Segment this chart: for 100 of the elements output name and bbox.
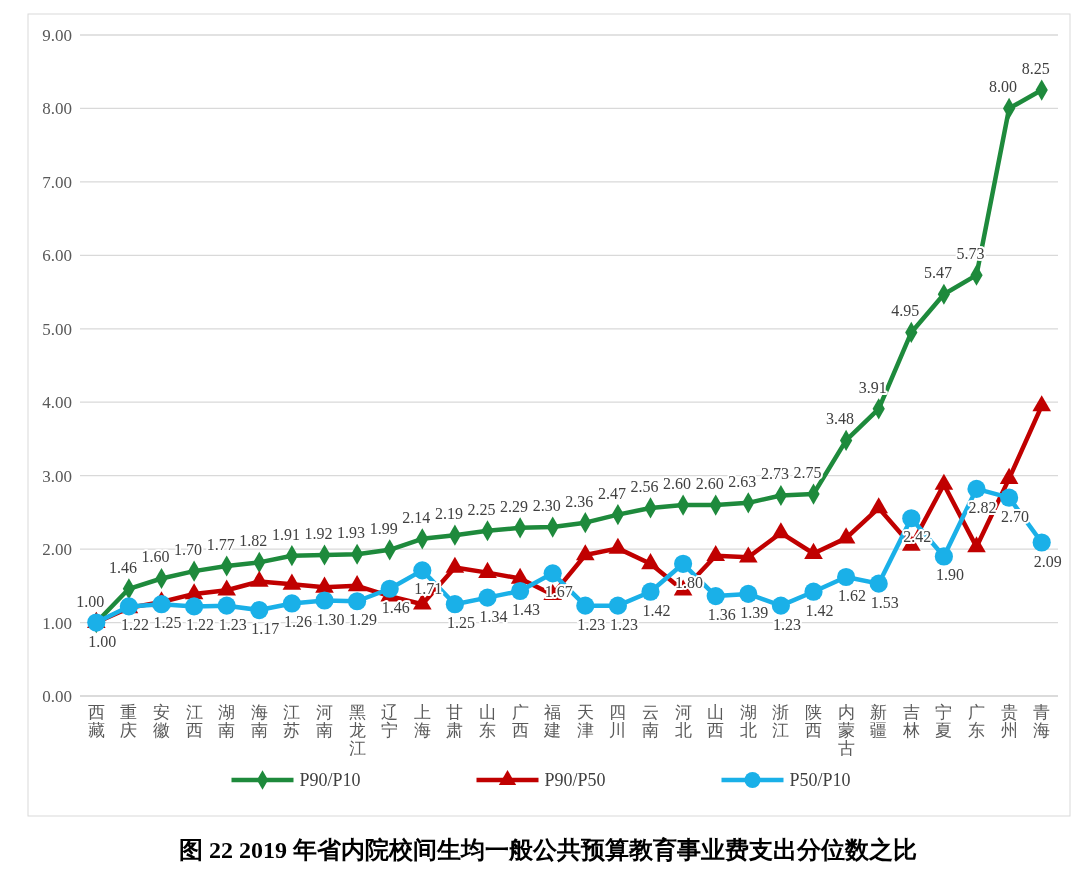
- x-tick-label: 西藏: [87, 703, 105, 740]
- data-label: 1.82: [239, 532, 268, 550]
- point: [445, 595, 464, 614]
- x-tick-label: 浙江: [772, 703, 790, 740]
- y-tick-label: 1.00: [42, 613, 72, 633]
- x-tick-label: 甘肃: [446, 703, 464, 740]
- data-label: 2.25: [467, 500, 496, 518]
- point: [674, 554, 693, 573]
- y-tick-label: 0.00: [42, 686, 72, 706]
- point: [478, 588, 497, 607]
- point: [1032, 533, 1051, 552]
- data-label: 1.17: [251, 620, 280, 638]
- x-tick-label: 广西: [511, 703, 529, 740]
- legend-label: P90/P10: [299, 770, 361, 791]
- data-label: 1.30: [316, 610, 345, 628]
- data-label: 1.92: [304, 524, 333, 542]
- data-label: 2.75: [793, 464, 822, 482]
- x-tick-label: 辽宁: [381, 703, 399, 740]
- x-tick-label: 山西: [707, 703, 725, 740]
- data-label: 1.22: [186, 616, 215, 634]
- point: [152, 595, 171, 614]
- point: [967, 479, 986, 498]
- point: [902, 509, 921, 528]
- data-label: 2.47: [597, 484, 626, 502]
- x-tick-label: 贵州: [1000, 703, 1018, 740]
- point: [934, 547, 953, 566]
- data-label: 5.47: [923, 264, 952, 282]
- x-tick-label: 安徽: [153, 703, 170, 740]
- data-label: 1.22: [120, 616, 149, 634]
- x-tick-label: 内蒙古: [837, 703, 855, 758]
- point: [739, 584, 758, 603]
- point: [543, 564, 562, 583]
- data-label: 1.25: [153, 614, 182, 632]
- x-tick-label: 陕西: [805, 703, 822, 740]
- data-label: 1.99: [369, 519, 398, 537]
- point: [413, 561, 432, 580]
- y-tick-label: 6.00: [42, 246, 72, 266]
- data-label: 2.19: [434, 505, 463, 523]
- x-tick-label: 天津: [576, 703, 594, 740]
- x-tick-label: 重庆: [120, 703, 138, 740]
- point: [185, 597, 204, 616]
- data-label: 2.30: [532, 497, 561, 515]
- x-tick-label: 海南: [250, 703, 268, 740]
- data-label: 2.29: [500, 497, 529, 515]
- data-label: 1.60: [141, 548, 170, 566]
- data-label: 1.67: [544, 583, 573, 601]
- data-label: 1.91: [271, 525, 300, 543]
- x-tick-label: 云南: [642, 703, 659, 740]
- data-label: 2.63: [728, 472, 757, 490]
- data-label: 8.00: [989, 78, 1018, 96]
- x-tick-label: 新疆: [870, 703, 888, 740]
- point: [837, 567, 856, 587]
- data-label: 2.09: [1033, 552, 1062, 570]
- x-tick-label: 湖南: [218, 703, 236, 740]
- point: [1000, 488, 1019, 507]
- data-label: 4.95: [891, 302, 920, 320]
- data-label: 1.29: [349, 611, 378, 629]
- x-tick-label: 福建: [543, 703, 562, 740]
- data-label: 1.00: [88, 632, 117, 650]
- y-tick-label: 5.00: [42, 319, 72, 339]
- data-label: 3.48: [826, 410, 855, 428]
- x-tick-label: 宁夏: [935, 703, 953, 740]
- data-label: 1.42: [805, 601, 834, 619]
- x-tick-label: 江苏: [283, 703, 301, 740]
- text: 图 22 2019 年省内院校间生均一般公共预算教育事业费支出分位数之比: [179, 836, 917, 863]
- data-label: 1.80: [675, 573, 704, 591]
- x-tick-label: 广东: [968, 703, 985, 740]
- data-label: 2.42: [903, 528, 932, 546]
- x-tick-label: 湖北: [739, 703, 757, 740]
- data-label: 1.23: [577, 615, 606, 633]
- point: [315, 591, 334, 610]
- data-label: 3.91: [858, 378, 887, 396]
- point: [217, 596, 236, 615]
- x-tick-label: 山东: [479, 703, 496, 740]
- data-label: 2.60: [663, 475, 692, 493]
- data-label: 1.00: [76, 592, 105, 610]
- point: [771, 596, 790, 615]
- data-label: 1.43: [512, 600, 541, 618]
- x-tick-label: 黑龙江: [348, 703, 366, 758]
- x-tick-label: 上海: [413, 703, 431, 740]
- point: [250, 600, 269, 620]
- data-label: 1.46: [108, 558, 137, 576]
- data-label: 1.70: [174, 541, 203, 559]
- data-label: 1.42: [642, 601, 671, 619]
- data-label: 2.36: [565, 492, 594, 510]
- data-label: 1.77: [206, 536, 235, 553]
- x-tick-label: 江西: [185, 703, 203, 740]
- point: [380, 579, 399, 598]
- point: [348, 592, 367, 611]
- data-label: 1.23: [609, 615, 638, 633]
- data-label: 1.23: [218, 615, 247, 633]
- y-tick-label: 4.00: [42, 393, 72, 413]
- data-label: 1.53: [870, 593, 899, 611]
- y-tick-label: 9.00: [42, 25, 72, 45]
- point: [608, 596, 627, 615]
- point: [706, 587, 725, 606]
- y-tick-label: 8.00: [42, 99, 72, 119]
- x-tick-label: 四川: [609, 703, 627, 740]
- data-label: 8.25: [1021, 60, 1050, 78]
- point: [511, 581, 530, 601]
